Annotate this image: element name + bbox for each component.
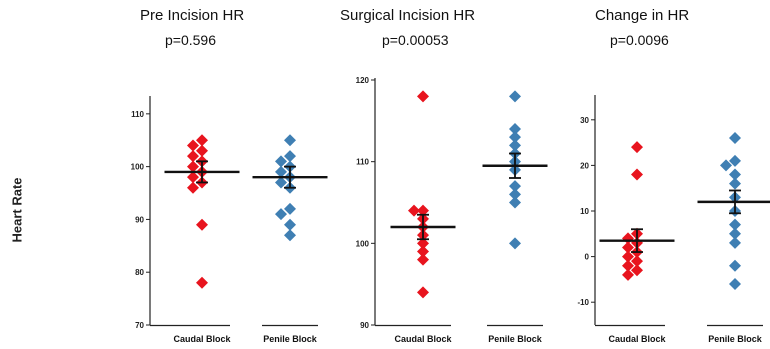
x-category-label: Caudal Block <box>173 334 231 344</box>
y-tick-label: -10 <box>577 298 589 307</box>
y-tick-label: 10 <box>580 207 589 216</box>
x-category-label: Penile Block <box>263 334 318 344</box>
data-point <box>187 181 199 194</box>
data-point <box>720 159 732 172</box>
chart-title: Change in HR <box>595 7 690 24</box>
data-point <box>417 90 429 103</box>
data-point <box>417 245 429 258</box>
chart-subtitle: p=0.0096 <box>610 32 669 48</box>
y-tick-label: 30 <box>580 116 589 125</box>
x-category-label: Caudal Block <box>394 334 452 344</box>
data-point <box>275 208 287 221</box>
data-point <box>284 202 296 215</box>
x-category-label: Penile Block <box>488 334 543 344</box>
data-point <box>196 134 208 147</box>
data-point <box>729 259 741 272</box>
data-point <box>729 277 741 290</box>
x-category-label: Penile Block <box>708 334 763 344</box>
y-tick-label: 90 <box>135 215 144 224</box>
chart-title: Pre Incision HR <box>140 7 245 24</box>
data-point <box>509 123 521 135</box>
data-point <box>622 241 634 254</box>
data-point <box>631 141 643 154</box>
data-point <box>284 150 296 163</box>
y-tick-label: 100 <box>131 163 145 172</box>
data-point <box>729 227 741 240</box>
y-tick-label: 120 <box>356 76 370 85</box>
data-point <box>417 286 429 299</box>
y-tick-label: 80 <box>135 268 144 277</box>
y-tick-label: 110 <box>356 158 369 167</box>
data-point <box>631 264 643 277</box>
y-tick-label: 100 <box>356 239 370 248</box>
data-point <box>187 160 199 173</box>
data-point <box>509 188 521 201</box>
data-point <box>284 229 296 242</box>
data-point <box>509 139 521 152</box>
y-tick-label: 110 <box>131 110 144 119</box>
data-point <box>417 237 429 250</box>
data-point <box>729 132 741 145</box>
data-point <box>417 204 429 217</box>
data-point <box>622 268 634 281</box>
data-point <box>622 250 634 263</box>
data-point <box>417 253 429 266</box>
data-point <box>196 144 208 157</box>
data-point <box>284 218 296 231</box>
data-point <box>729 177 741 190</box>
chart-title: Surgical Incision HR <box>340 7 476 24</box>
chart-subtitle: p=0.596 <box>165 32 216 48</box>
x-category-label: Caudal Block <box>608 334 666 344</box>
data-point <box>275 165 287 178</box>
data-point <box>729 218 741 231</box>
data-point <box>622 259 634 272</box>
chart-subtitle: p=0.00053 <box>382 32 449 48</box>
y-tick-label: 90 <box>360 321 369 330</box>
data-point <box>187 150 199 163</box>
data-point <box>408 204 420 217</box>
data-point <box>729 154 741 167</box>
data-point <box>509 180 521 193</box>
data-point <box>284 134 296 147</box>
data-point <box>509 131 521 144</box>
data-point <box>196 276 208 289</box>
y-tick-label: 0 <box>585 253 590 262</box>
data-point <box>631 168 643 181</box>
data-point <box>509 90 521 103</box>
data-point <box>196 218 208 231</box>
data-point <box>729 236 741 249</box>
data-point <box>275 155 287 168</box>
data-point <box>631 255 643 268</box>
data-point <box>187 139 199 152</box>
y-tick-label: 20 <box>580 161 589 170</box>
data-point <box>275 176 287 189</box>
y-tick-label: 70 <box>135 321 144 330</box>
data-point <box>187 171 199 184</box>
data-point <box>509 237 521 250</box>
data-point <box>729 168 741 181</box>
data-point <box>509 196 521 209</box>
